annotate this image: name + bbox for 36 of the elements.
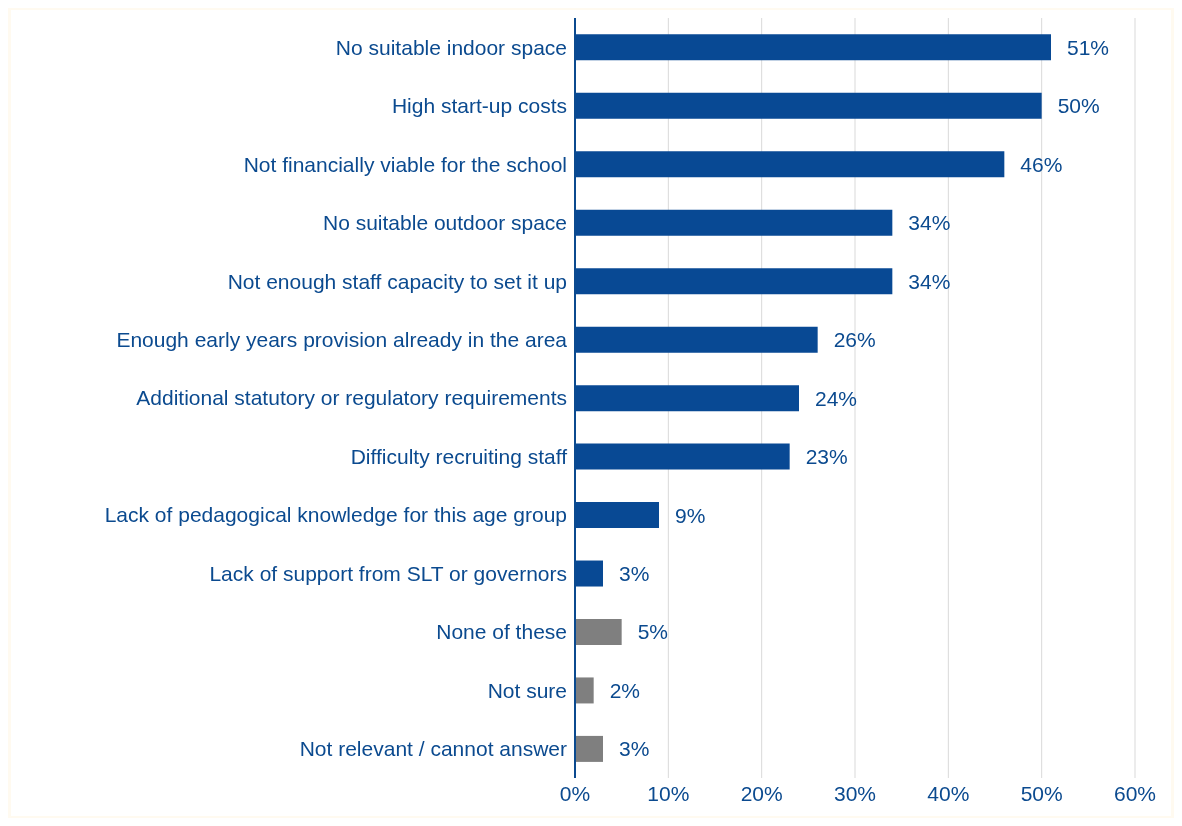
data-label: 34% xyxy=(908,269,951,293)
y-tick-label: No suitable indoor space xyxy=(335,35,567,59)
y-tick-label: Not financially viable for the school xyxy=(243,152,567,176)
data-label: 50% xyxy=(1057,94,1100,118)
x-tick-label: 30% xyxy=(833,781,877,805)
data-label: 51% xyxy=(1067,35,1110,59)
bar xyxy=(575,735,603,762)
x-tick-label: 10% xyxy=(647,781,690,805)
data-label: 2% xyxy=(609,678,641,702)
y-tick-label: Additional statutory or regulatory requirements xyxy=(136,386,567,410)
data-label: 26% xyxy=(833,328,876,352)
data-label: 9% xyxy=(675,503,706,527)
x-tick-label: 50% xyxy=(1020,781,1063,805)
bar xyxy=(575,677,594,704)
y-tick-label: Enough early years provision already in the area xyxy=(116,327,568,351)
data-label: 5% xyxy=(637,620,669,644)
y-tick-label: Difficulty recruiting staff xyxy=(350,444,568,468)
y-tick-label: Not sure xyxy=(487,678,567,702)
x-tick-label: 20% xyxy=(740,781,783,805)
data-label: 23% xyxy=(805,445,848,469)
y-tick-label: None of these xyxy=(436,620,567,644)
x-tick-label: 40% xyxy=(927,781,970,805)
x-tick-label: 0% xyxy=(559,781,591,805)
y-tick-label: High start-up costs xyxy=(391,94,567,118)
data-label: 46% xyxy=(1020,152,1063,176)
data-label: 3% xyxy=(619,737,650,761)
x-tick-label: 60% xyxy=(1113,781,1157,805)
y-tick-label: Lack of pedagogical knowledge for this age group xyxy=(104,503,567,527)
data-label: 34% xyxy=(908,211,951,235)
y-tick-label: Lack of support from SLT or governors xyxy=(209,561,567,585)
data-label: 3% xyxy=(619,561,650,585)
y-tick-label: Not enough staff capacity to set it up xyxy=(227,269,567,293)
bar xyxy=(575,618,622,645)
data-label: 24% xyxy=(815,386,858,410)
y-tick-label: Not relevant / cannot answer xyxy=(299,737,567,761)
y-tick-label: No suitable outdoor space xyxy=(323,211,567,235)
